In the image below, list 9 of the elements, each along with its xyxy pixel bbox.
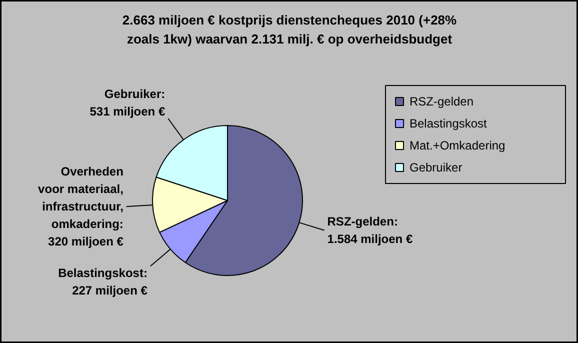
data-label: Overheden voor materiaal, infrastructuur, omkadering: 320 miljoen €	[38, 164, 124, 249]
data-label: Belastingskost: 227 miljoen €	[58, 266, 148, 298]
legend-label: RSZ-gelden	[410, 94, 474, 108]
data-label: RSZ-gelden: 1.584 miljoen €	[327, 214, 413, 246]
legend-label: Gebruiker	[410, 160, 462, 174]
chart-title: 2.663 miljoen € kostprijs dienstencheques 2010 (+28% zoals 1kw) waarvan 2.131 milj. € op overheidsbudget	[122, 12, 458, 46]
legend-label: Mat.+Omkadering	[410, 138, 506, 152]
data-label: Gebruiker: 531 miljoen €	[90, 86, 166, 118]
legend-label: Belastingskost	[410, 116, 488, 130]
